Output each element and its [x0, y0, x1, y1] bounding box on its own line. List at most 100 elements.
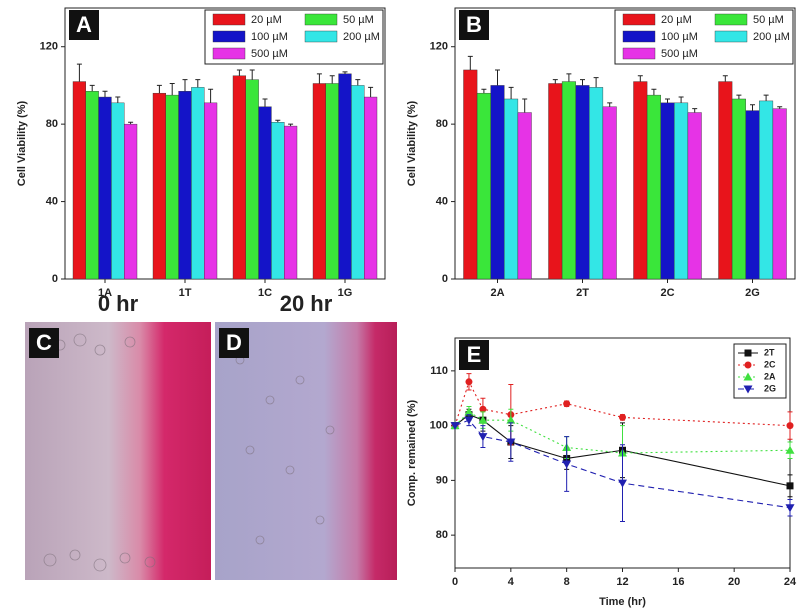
panel-label: D [226, 330, 242, 355]
error-bar [678, 96, 684, 103]
bar [245, 79, 259, 280]
bar [165, 94, 179, 280]
legend-swatch [622, 47, 656, 60]
y-tick-label: 110 [430, 365, 448, 377]
x-tick-label: 2T [576, 287, 589, 299]
bar [687, 112, 702, 280]
bar [152, 92, 167, 280]
bar [731, 98, 746, 280]
legend-label: 100 µM [661, 31, 698, 43]
legend-label: 2C [764, 359, 776, 369]
bar [548, 83, 563, 280]
bar [203, 102, 218, 280]
bar [633, 81, 648, 280]
bar [646, 94, 661, 280]
error-bar [665, 98, 670, 103]
bar [72, 81, 87, 280]
error-bar [692, 108, 698, 113]
panel-label: A [76, 12, 92, 37]
legend-swatch [714, 13, 748, 26]
error-bar [262, 98, 268, 107]
error-bar [593, 77, 599, 88]
error-bar [342, 71, 348, 74]
bar [351, 85, 365, 280]
legend-swatch [212, 30, 246, 43]
bar [284, 125, 298, 280]
bar [364, 96, 378, 280]
marker [506, 438, 516, 447]
legend-label: 100 µM [251, 31, 288, 43]
error-bar [208, 88, 214, 103]
image-caption: 20 hr [280, 291, 333, 316]
legend-label: 20 µM [251, 14, 282, 26]
marker [785, 504, 795, 513]
bar [325, 83, 339, 280]
error-bar [522, 98, 528, 113]
error-bar [102, 90, 108, 98]
y-axis-label: Cell Viability (%) [16, 100, 28, 186]
error-bar [275, 119, 281, 123]
legend-label: 20 µM [661, 14, 692, 26]
y-axis-label: Comp. remained (%) [406, 399, 418, 506]
bar [85, 91, 99, 280]
error-bar [156, 84, 162, 94]
error-bar [316, 73, 322, 84]
bar [123, 123, 138, 280]
error-bar [580, 79, 585, 86]
x-tick-label: 1C [258, 287, 272, 299]
plot-frame [64, 7, 386, 280]
bar [463, 69, 478, 280]
marker [478, 415, 488, 424]
error-bar [89, 84, 95, 92]
error-bar [236, 69, 242, 76]
panel-label-box [219, 328, 249, 358]
image-caption: 0 hr [98, 291, 139, 316]
legend-swatch [212, 47, 246, 60]
legend-label: 2T [764, 347, 775, 357]
error-bar [777, 106, 783, 109]
bar [312, 83, 327, 280]
bar [745, 110, 760, 280]
error-bar [467, 55, 473, 70]
error-bar [750, 104, 755, 111]
y-tick-label: 80 [46, 118, 58, 130]
marker [479, 405, 487, 413]
bar [111, 102, 125, 280]
x-tick-label: 16 [672, 576, 684, 588]
panel-label-box [29, 328, 59, 358]
y-tick-label: 40 [46, 195, 58, 207]
marker [562, 460, 572, 469]
bar [602, 106, 617, 280]
error-bar [128, 121, 134, 125]
bar [561, 81, 576, 280]
error-bar [368, 86, 374, 98]
plot-frame [454, 7, 796, 280]
micrograph [25, 322, 211, 580]
marker [786, 482, 794, 490]
panel-label-box [459, 10, 489, 40]
error-bar [651, 88, 657, 96]
legend-swatch [714, 30, 748, 43]
x-tick-label: 2C [660, 287, 674, 299]
legend-label: 2G [764, 383, 776, 393]
marker [465, 378, 473, 386]
bar [191, 87, 205, 280]
legend-swatch [622, 30, 656, 43]
marker [785, 445, 795, 454]
marker [618, 479, 627, 488]
y-tick-label: 40 [436, 195, 448, 207]
bar [178, 91, 192, 280]
bar [759, 100, 774, 280]
legend-label: 50 µM [753, 14, 784, 26]
panel-label-box [69, 10, 99, 40]
error-bar [249, 69, 255, 80]
y-tick-label: 0 [442, 273, 448, 285]
y-tick-label: 120 [430, 41, 448, 53]
y-tick-label: 90 [436, 474, 448, 486]
panel-label: E [467, 342, 482, 367]
legend-box [733, 343, 787, 399]
bar [674, 102, 689, 280]
error-bar [495, 69, 500, 86]
cells [43, 333, 335, 572]
